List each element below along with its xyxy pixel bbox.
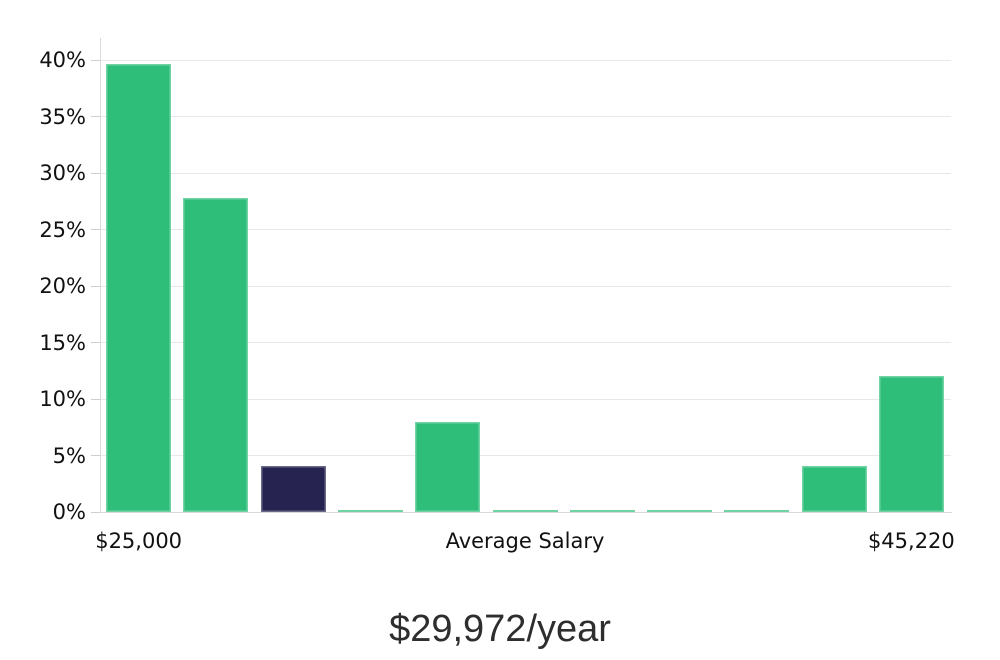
bar[interactable] xyxy=(724,510,790,512)
bar[interactable] xyxy=(106,64,172,512)
bar[interactable] xyxy=(260,466,326,512)
bar[interactable] xyxy=(337,510,403,512)
gridline xyxy=(100,285,951,287)
y-axis-tick-label: 40% xyxy=(39,48,86,73)
y-axis-tick xyxy=(91,511,100,513)
y-axis-tick-label: 25% xyxy=(39,217,86,242)
y-axis-tick xyxy=(91,172,100,174)
y-axis-tick xyxy=(91,116,100,118)
y-axis-tick xyxy=(91,59,100,61)
y-axis-tick-label: 20% xyxy=(39,274,86,299)
y-axis-tick-label: 15% xyxy=(39,330,86,355)
bar[interactable] xyxy=(647,510,713,512)
y-axis-tick xyxy=(91,455,100,457)
y-axis-tick xyxy=(91,398,100,400)
gridline xyxy=(100,455,951,457)
y-axis-tick-label: 0% xyxy=(52,500,86,524)
gridline xyxy=(100,229,951,231)
y-axis-tick-label: 5% xyxy=(52,443,86,468)
bar[interactable] xyxy=(569,510,635,512)
x-label-max-salary: $45,220 xyxy=(867,529,955,553)
y-axis-tick-label: 35% xyxy=(39,104,86,129)
gridline xyxy=(100,172,951,174)
bar[interactable] xyxy=(801,466,867,512)
x-axis-line xyxy=(100,512,952,513)
y-axis-tick-label: 10% xyxy=(39,387,86,412)
y-axis-tick xyxy=(91,285,100,287)
bar[interactable] xyxy=(492,510,558,512)
gridline xyxy=(100,116,951,118)
y-axis-tick-label: 30% xyxy=(39,161,86,186)
gridline xyxy=(100,59,951,61)
y-axis-tick xyxy=(91,342,100,344)
y-axis-tick xyxy=(91,229,100,231)
average-salary-title: $29,972/year xyxy=(389,608,611,650)
y-axis-line xyxy=(100,38,101,512)
x-label-min-salary: $25,000 xyxy=(95,529,183,553)
gridline xyxy=(100,398,951,400)
plot-area xyxy=(91,38,952,513)
grid-layer xyxy=(91,40,951,513)
gridline xyxy=(100,342,951,344)
x-label-average-salary: Average Salary xyxy=(445,529,605,553)
bar[interactable] xyxy=(878,376,944,512)
bar[interactable] xyxy=(183,198,249,512)
bars-layer xyxy=(100,40,950,512)
bar[interactable] xyxy=(415,422,481,512)
